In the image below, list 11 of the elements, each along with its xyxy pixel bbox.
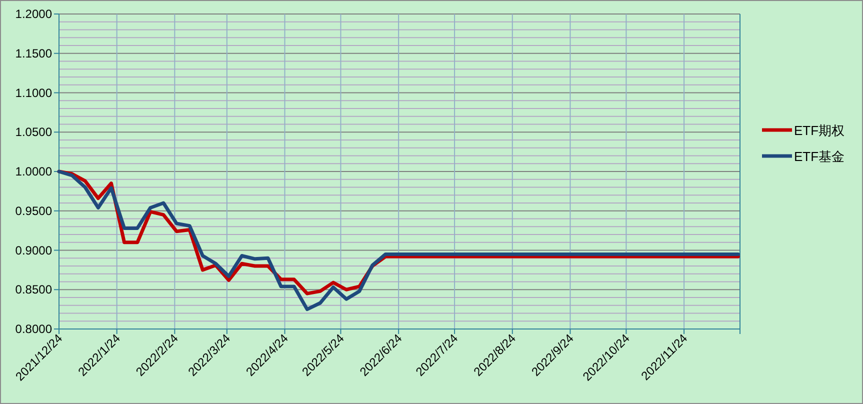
ytick: 0.8500 (15, 282, 52, 297)
legend-label: ETF基金 (794, 149, 845, 164)
ytick: 0.8000 (15, 322, 52, 336)
ytick: 1.0000 (15, 164, 52, 178)
ytick: 1.1000 (15, 86, 52, 100)
ytick: 0.9500 (15, 204, 52, 218)
ytick: 1.0500 (15, 125, 52, 140)
ytick: 0.9000 (15, 243, 52, 258)
ytick: 1.1500 (15, 46, 52, 60)
legend-label: ETF期权 (794, 123, 845, 138)
ytick: 1.2000 (15, 7, 52, 21)
